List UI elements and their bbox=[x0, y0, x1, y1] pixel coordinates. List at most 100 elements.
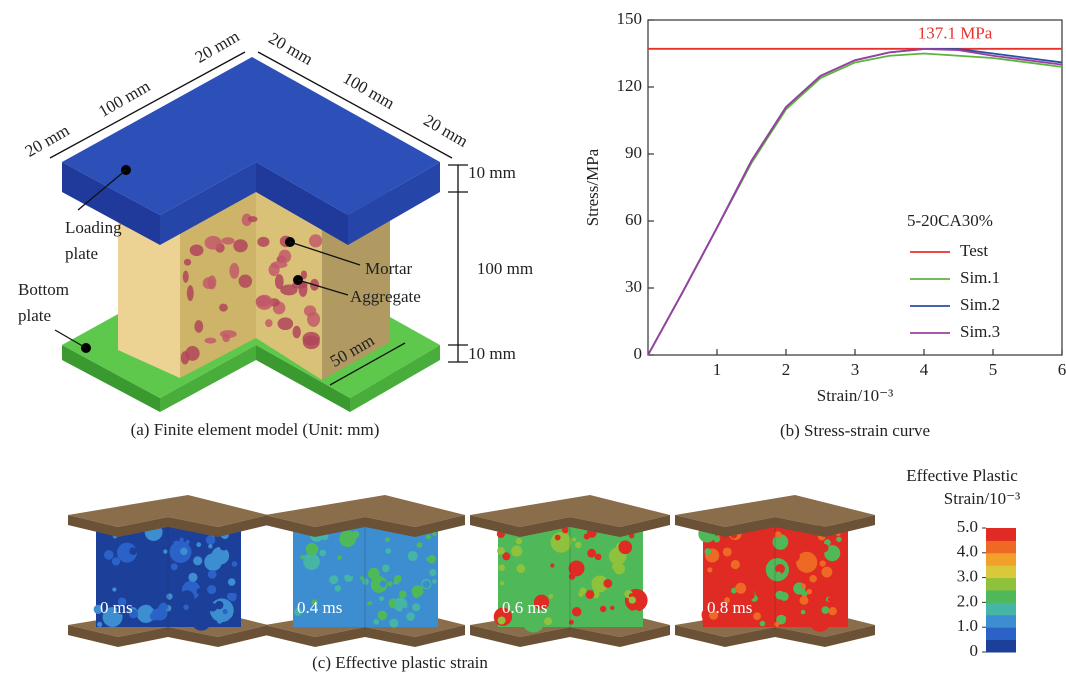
contour-blob bbox=[610, 606, 614, 610]
dimension-label: 10 mm bbox=[468, 344, 516, 363]
part-label: Mortar bbox=[365, 259, 413, 278]
legend-title: 5-20CA30% bbox=[907, 211, 993, 230]
contour-blob bbox=[426, 534, 431, 539]
contour-blob bbox=[379, 596, 384, 601]
contour-blob bbox=[572, 607, 581, 616]
y-tick-label: 60 bbox=[625, 210, 642, 229]
contour-blob bbox=[498, 616, 506, 624]
contour-blob bbox=[319, 550, 326, 557]
contour-blob bbox=[151, 601, 159, 609]
y-tick-label: 90 bbox=[625, 143, 642, 162]
aggregate bbox=[309, 234, 322, 247]
contour-blob bbox=[163, 549, 167, 553]
contour-blob bbox=[618, 541, 632, 555]
contour-blob bbox=[207, 585, 216, 594]
contour-blob bbox=[775, 531, 782, 538]
aggregate bbox=[304, 305, 316, 316]
contour-blob bbox=[836, 537, 841, 542]
contour-specimen bbox=[675, 495, 875, 647]
time-label: 0.6 ms bbox=[502, 598, 547, 617]
contour-blob bbox=[112, 587, 116, 591]
contour-blob bbox=[422, 580, 430, 588]
x-tick-label: 4 bbox=[920, 360, 929, 379]
contour-blob bbox=[511, 545, 522, 556]
x-tick-label: 1 bbox=[713, 360, 722, 379]
contour-blob bbox=[603, 579, 612, 588]
colorbar-band bbox=[986, 578, 1016, 591]
contour-blob bbox=[828, 607, 836, 615]
part-label: Bottom bbox=[18, 280, 69, 299]
contour-blob bbox=[180, 617, 189, 626]
contour-blob bbox=[629, 596, 636, 603]
contour-blob bbox=[516, 538, 522, 544]
contour-blob bbox=[832, 588, 841, 597]
contour-blob bbox=[97, 622, 102, 627]
part-label: Loading bbox=[65, 218, 122, 237]
contour-blob bbox=[809, 575, 817, 583]
aggregate bbox=[184, 259, 191, 266]
aggregate bbox=[279, 250, 292, 263]
contour-blob bbox=[104, 550, 114, 560]
contour-blob bbox=[731, 560, 740, 569]
contour-blob bbox=[801, 584, 806, 589]
aggregate bbox=[239, 274, 252, 287]
contour-blob bbox=[208, 544, 212, 548]
contour-blob bbox=[188, 573, 197, 582]
contour-blob bbox=[801, 610, 806, 615]
contour-specimen bbox=[470, 495, 670, 647]
dimension-label: 10 mm bbox=[468, 163, 516, 182]
colorbar-tick-label: 3.0 bbox=[957, 567, 978, 586]
aggregate bbox=[204, 338, 216, 344]
contour-blob bbox=[821, 606, 829, 614]
contour-specimen bbox=[265, 495, 465, 647]
contour-blob bbox=[429, 569, 436, 576]
contour-blob bbox=[617, 579, 621, 583]
contour-blob bbox=[337, 555, 341, 559]
contour-blob bbox=[704, 548, 711, 555]
contour-blob bbox=[723, 547, 732, 556]
colorbar-band bbox=[986, 528, 1016, 541]
aggregate bbox=[222, 334, 230, 342]
contour-blob bbox=[385, 548, 391, 554]
y-tick-label: 120 bbox=[617, 76, 643, 95]
legend-label: Sim.1 bbox=[960, 268, 1000, 287]
aggregate bbox=[278, 317, 294, 330]
contour-blob bbox=[498, 564, 505, 571]
aggregate bbox=[257, 237, 269, 247]
colorbar-tick-label: 5.0 bbox=[957, 517, 978, 536]
y-tick-label: 0 bbox=[634, 344, 643, 363]
contour-blob bbox=[805, 566, 810, 571]
contour-blob bbox=[416, 542, 422, 548]
contour-blob bbox=[129, 547, 137, 555]
aggregate bbox=[194, 320, 203, 333]
y-tick-label: 30 bbox=[625, 277, 642, 296]
contour-blob bbox=[208, 570, 217, 579]
contour-blob bbox=[521, 617, 530, 626]
contour-blob bbox=[714, 536, 721, 543]
contour-blob bbox=[820, 560, 826, 566]
colorbar-band bbox=[986, 540, 1016, 553]
contour-blob bbox=[368, 604, 375, 611]
contour-blob bbox=[570, 587, 575, 592]
contour-blob bbox=[389, 619, 398, 628]
contour-blob bbox=[297, 620, 304, 627]
contour-blob bbox=[159, 603, 167, 611]
contour-blob bbox=[343, 567, 351, 575]
figure: 20 mm100 mm20 mm20 mm100 mm20 mm10 mm100… bbox=[0, 0, 1066, 679]
aggregate bbox=[302, 332, 319, 346]
contour-blob bbox=[231, 593, 237, 599]
contour-blob bbox=[828, 597, 832, 601]
contour-blob bbox=[402, 608, 407, 613]
contour-blob bbox=[390, 593, 394, 597]
contour-blob bbox=[315, 580, 331, 596]
contour-blob bbox=[839, 583, 847, 591]
part-label: plate bbox=[65, 244, 98, 263]
aggregate bbox=[190, 244, 204, 256]
contour-blob bbox=[555, 535, 561, 541]
contour-blob bbox=[180, 590, 195, 605]
contour-blob bbox=[797, 605, 801, 609]
contour-blob bbox=[306, 543, 319, 556]
contour-blob bbox=[100, 535, 108, 543]
colorbar-tick-label: 2.0 bbox=[957, 591, 978, 610]
contour-blob bbox=[173, 540, 179, 546]
